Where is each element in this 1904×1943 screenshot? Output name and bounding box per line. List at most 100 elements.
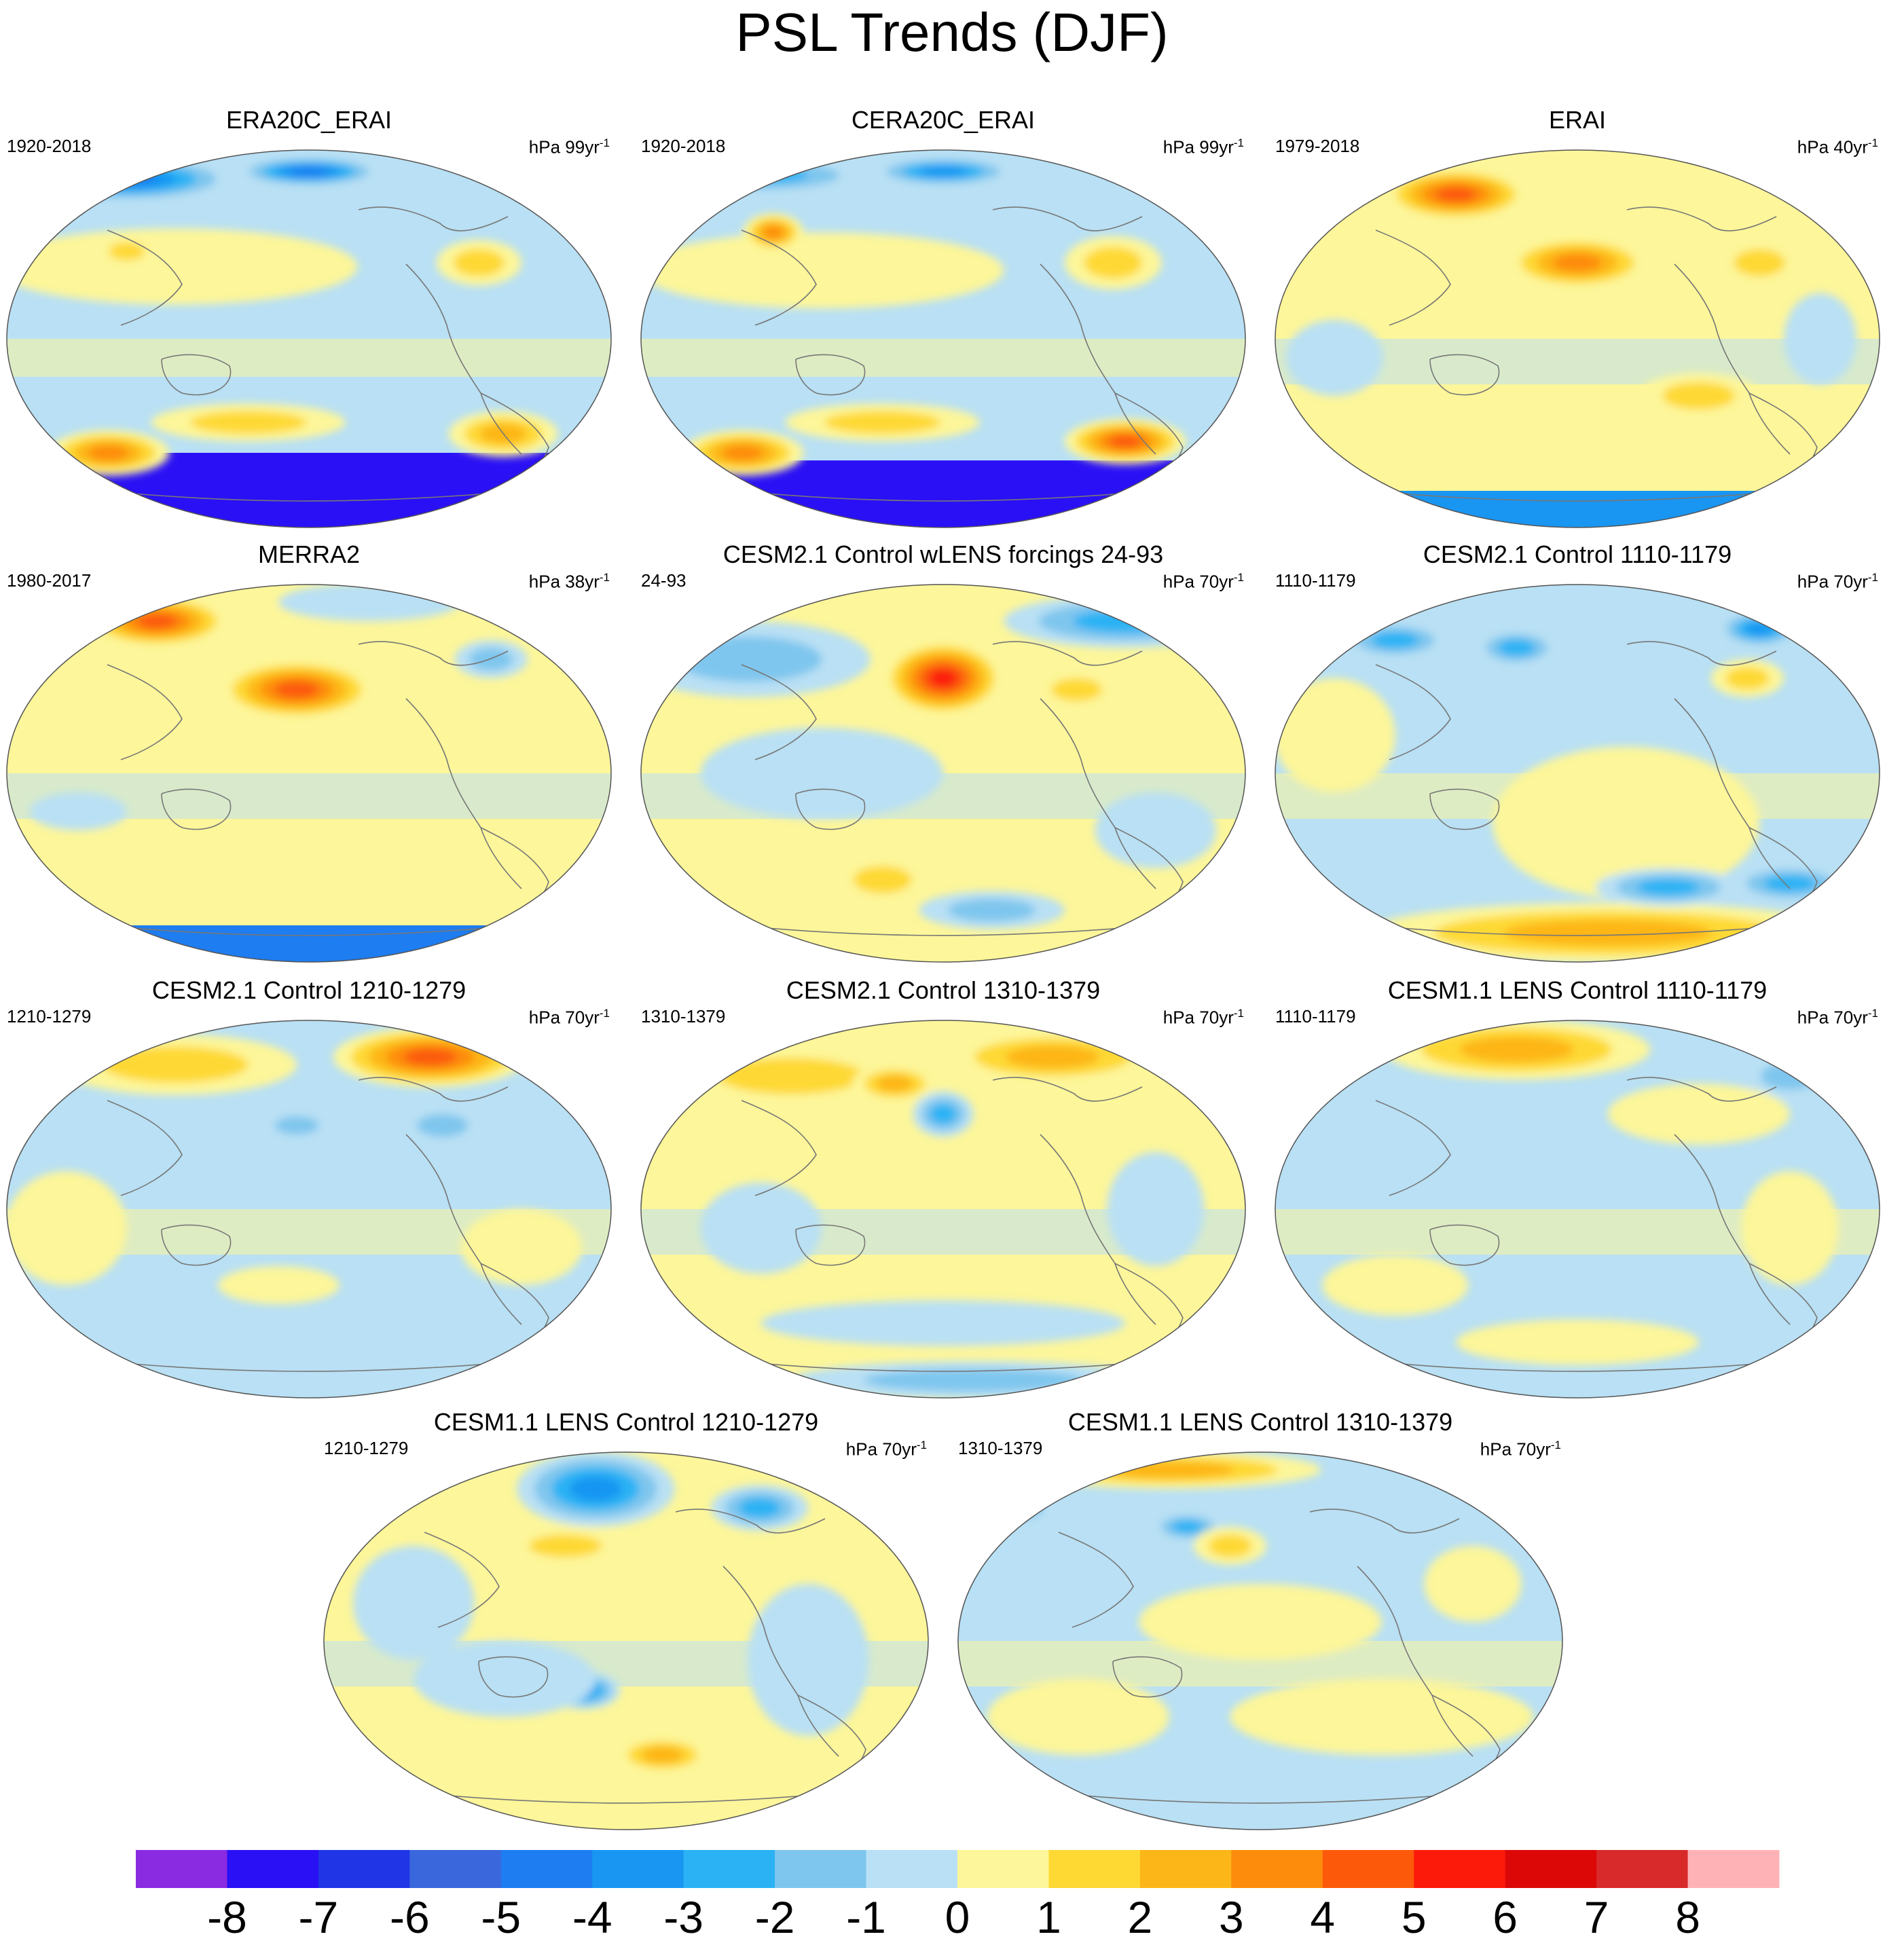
trend-contour (824, 411, 941, 434)
colorbar-swatch (409, 1850, 502, 1888)
trend-contour (641, 232, 1004, 309)
coastline-segment (107, 229, 183, 326)
colorbar-swatch (1322, 1850, 1414, 1888)
panel-title: ERAI (1548, 106, 1607, 134)
colorbar-swatch (227, 1850, 319, 1888)
panel-title: CERA20C_ERAI (851, 106, 1036, 134)
trend-contour (217, 1266, 340, 1304)
trend-contour (1230, 1679, 1534, 1755)
trend-contour (1104, 1462, 1234, 1478)
colorbar-tick-label: -2 (755, 1892, 795, 1938)
colorbar-tick-label: 5 (1402, 1892, 1427, 1938)
trend-contour (991, 1497, 1044, 1519)
coastline-segment (1674, 263, 1791, 455)
coastline-segment (795, 788, 866, 830)
trend-contour (1073, 610, 1177, 633)
trend-contour (1372, 632, 1419, 648)
panel-title: MERRA2 (257, 540, 361, 568)
panel-units-exponent: -1 (916, 1439, 927, 1451)
panel-title: ERA20C_ERAI (225, 106, 392, 134)
panel-units: hPa 70yr-1 (1797, 1003, 1878, 1029)
trend-contour (761, 1300, 1126, 1346)
trend-contour (1459, 1036, 1574, 1062)
panel-units-exponent: -1 (599, 136, 610, 149)
trend-contour (29, 792, 127, 830)
coastline-segment (1674, 698, 1791, 889)
trend-contour (1208, 1534, 1252, 1557)
trend-contour (274, 1116, 319, 1135)
coastline-segment (1375, 664, 1451, 760)
trend-contour (929, 669, 957, 687)
trend-contour (641, 1747, 684, 1763)
coastline-segment (795, 354, 866, 396)
map-panel: CERA20C_ERAI 1920-2018 hPa 99yr-1 (634, 105, 1252, 528)
trend-contour (853, 866, 912, 893)
trend-contour (930, 1104, 957, 1124)
trend-contour (1760, 1062, 1819, 1090)
trend-contour (1002, 1501, 1033, 1515)
panel-units: hPa 70yr-1 (1163, 567, 1244, 593)
trend-contour (1108, 435, 1142, 448)
trend-contour (1637, 879, 1700, 895)
trend-contour (1492, 746, 1760, 899)
trend-contour (77, 168, 177, 190)
coastline-segment (107, 664, 183, 760)
panel-units-text: hPa 70yr (1162, 1007, 1234, 1028)
coastline-segment (478, 1656, 549, 1698)
trend-contour (275, 681, 318, 699)
colorbar: -8 -7 -6 -5 -4 -3 -2 -1 0 1 2 3 4 5 6 7 8 (136, 1850, 1780, 1938)
map-outline (6, 149, 612, 528)
trend-contour (108, 242, 145, 261)
colorbar-tick-label: -5 (481, 1892, 521, 1938)
coastline-segment (1674, 1134, 1791, 1325)
coastline-segment (741, 664, 817, 760)
map-outline (1275, 149, 1880, 528)
trend-contour (1662, 382, 1736, 410)
colorbar-swatch (1596, 1850, 1689, 1888)
trend-contour (1005, 1045, 1099, 1069)
trend-contour (7, 228, 358, 305)
panel-period: 1980-2017 (7, 570, 92, 591)
trend-map (6, 584, 612, 963)
colorbar-tick-label: 4 (1310, 1892, 1335, 1938)
figure-title: PSL Trends (DJF) (735, 2, 1169, 62)
coastline-segment (675, 1509, 826, 1534)
panel-period: 1310-1379 (641, 1006, 726, 1026)
trend-contour (700, 1182, 822, 1274)
panel-units-exponent: -1 (599, 571, 610, 584)
trend-map (1275, 149, 1880, 528)
panel-units-exponent: -1 (1867, 136, 1878, 149)
trend-contour (1424, 1546, 1522, 1622)
coastline-segment (358, 206, 509, 232)
trend-map (640, 149, 1246, 528)
trend-contour (722, 445, 763, 461)
panel-units-text: hPa 40yr (1797, 136, 1868, 158)
colorbar-swatch (957, 1850, 1049, 1888)
panel-units-text: hPa 70yr (1797, 571, 1868, 592)
colorbar-swatch (683, 1850, 775, 1888)
trend-contour (718, 1058, 864, 1094)
trend-contour (1783, 293, 1857, 385)
colorbar-tick-label: -7 (299, 1892, 339, 1938)
map-panel: CESM2.1 Control 1310-1379 1310-1379 hPa 70… (634, 976, 1252, 1399)
trend-contour (1275, 678, 1395, 792)
panel-title: CESM2.1 Control 1110-1179 (1423, 540, 1732, 568)
coastline-segment (1626, 641, 1777, 666)
coastline-segment (741, 229, 817, 326)
panel-units: hPa 70yr-1 (1163, 1003, 1244, 1029)
coastline-segment (1375, 229, 1451, 326)
map-outline (640, 149, 1246, 528)
map-outline (323, 1451, 929, 1830)
map-panel: MERRA2 1980-2017 hPa 38yr-1 (0, 540, 618, 963)
trend-map (640, 1020, 1246, 1399)
coastline-segment (1040, 698, 1156, 889)
trend-map (323, 1451, 929, 1830)
coastline-segment (1058, 1532, 1134, 1628)
trend-contour (919, 166, 968, 177)
panel-units: hPa 99yr-1 (1163, 132, 1244, 158)
panel-units-exponent: -1 (1233, 571, 1244, 584)
coastline-segment (741, 1100, 817, 1196)
trend-contour (414, 1641, 596, 1717)
panel-units: hPa 70yr-1 (1797, 567, 1878, 593)
coastline-segment (1357, 1566, 1473, 1757)
